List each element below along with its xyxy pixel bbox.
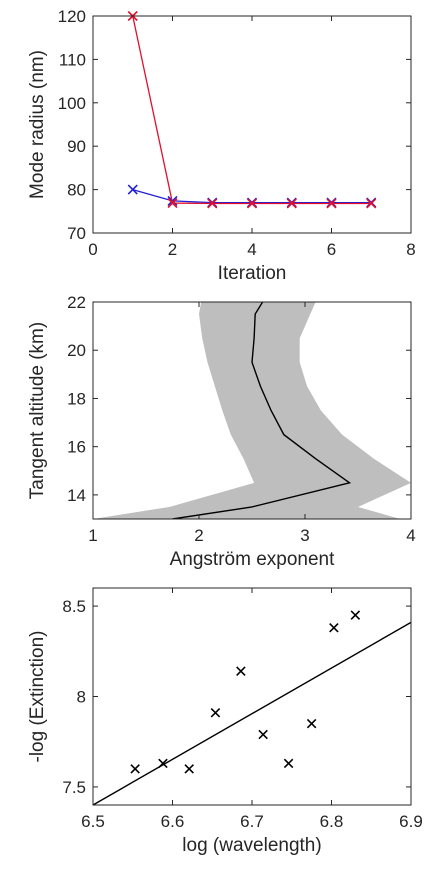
data-point	[258, 729, 268, 740]
y-tick-label: 20	[67, 341, 86, 360]
x-tick-label: 2	[194, 526, 203, 545]
data-point	[158, 758, 168, 769]
x-tick-label: 4	[406, 526, 415, 545]
y-tick-label: 110	[59, 50, 86, 69]
data-point	[283, 758, 294, 769]
y-tick-label: 90	[67, 137, 86, 156]
series-1-point-b	[286, 198, 297, 209]
series-1-point	[366, 198, 377, 209]
series-1-point	[286, 198, 297, 209]
y-tick-label: 70	[67, 224, 86, 243]
x-tick-label: 8	[406, 240, 415, 259]
data-point-b	[329, 623, 339, 633]
y-tick-label: 80	[67, 181, 86, 200]
y-tick-label: 7.5	[62, 778, 86, 797]
data-point	[236, 666, 246, 676]
fit-line	[92, 621, 412, 806]
series-0-point-b	[127, 184, 138, 195]
y-tick-label: 8	[77, 688, 86, 707]
x-tick-label: 4	[247, 240, 256, 259]
series-line-1	[132, 15, 372, 205]
data-point-b	[306, 718, 317, 729]
data-point	[350, 610, 361, 620]
series-1-point	[246, 198, 258, 209]
x-tick-label: 1	[88, 526, 97, 545]
data-point-b	[130, 764, 140, 774]
series-1-point	[207, 198, 218, 209]
plot-frame-2	[92, 587, 412, 806]
x-axis-label: Iteration	[218, 263, 287, 284]
y-tick-label: 120	[58, 7, 86, 26]
y-axis-label: Tangent altitude (km)	[27, 322, 48, 499]
x-tick-label: 0	[88, 240, 97, 259]
x-tick-label: 6	[327, 240, 336, 259]
plot-frame-1	[92, 301, 412, 520]
mean-profile-line	[172, 302, 352, 519]
y-axis-label: -log (Extinction)	[27, 631, 48, 763]
x-axis-label: Angström exponent	[170, 549, 335, 570]
series-1-point-b	[207, 198, 218, 209]
data-point	[210, 708, 221, 718]
x-tick-label: 6.9	[399, 812, 423, 831]
x-tick-label: 6.6	[161, 812, 185, 831]
x-tick-label: 6.8	[320, 812, 344, 831]
series-1-point	[326, 198, 337, 209]
data-point	[184, 764, 194, 774]
x-tick-label: 6.7	[240, 812, 264, 831]
series-1-point-b	[326, 198, 337, 209]
x-tick-label: 3	[300, 526, 309, 545]
data-point-b	[184, 764, 194, 774]
y-tick-label: 16	[67, 438, 86, 457]
y-axis-label: Mode radius (nm)	[27, 50, 48, 199]
y-tick-label: 22	[67, 293, 86, 312]
plot-frame-0	[92, 15, 412, 234]
x-axis-label: log (wavelength)	[182, 835, 321, 856]
data-point-b	[258, 729, 268, 740]
series-0-point	[127, 184, 138, 195]
uncertainty-band	[93, 302, 411, 519]
data-point	[130, 764, 140, 774]
data-point-b	[350, 610, 361, 620]
series-1-point	[167, 197, 178, 209]
y-tick-label: 14	[67, 486, 86, 505]
x-tick-label: 2	[168, 240, 177, 259]
x-tick-label: 6.5	[81, 812, 105, 831]
data-point-b	[210, 708, 221, 718]
series-1-point-b	[246, 198, 258, 209]
series-1-point-b	[167, 197, 178, 209]
y-tick-label: 18	[67, 389, 86, 408]
data-point-b	[236, 666, 246, 676]
data-point	[329, 623, 339, 633]
data-point-b	[283, 758, 294, 769]
y-tick-label: 8.5	[62, 597, 86, 616]
data-point-b	[158, 758, 168, 769]
series-1-point-b	[366, 198, 377, 209]
y-tick-label: 100	[58, 94, 86, 113]
data-point	[306, 718, 317, 729]
